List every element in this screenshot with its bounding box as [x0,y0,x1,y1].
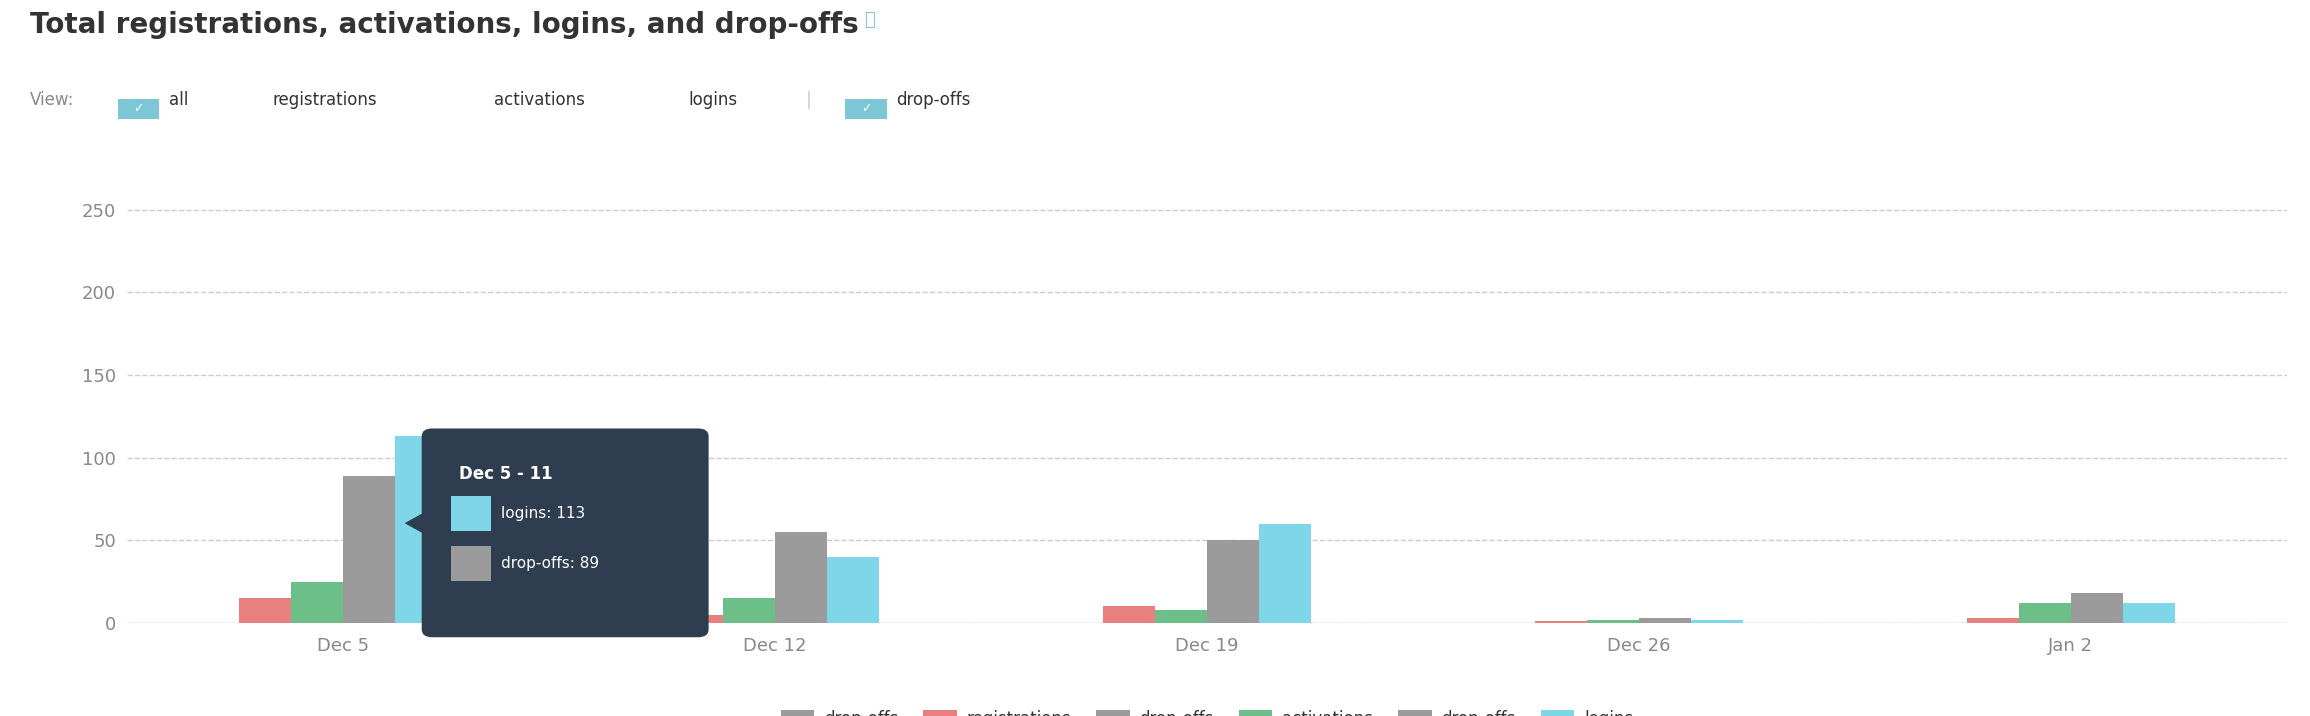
Text: ⓘ: ⓘ [864,11,875,29]
FancyBboxPatch shape [219,97,266,120]
FancyBboxPatch shape [450,496,490,531]
Bar [776,532,827,623]
Text: Dec 5 - 11: Dec 5 - 11 [460,465,552,483]
Text: ✓: ✓ [134,102,143,115]
Bar [672,614,723,623]
Bar [395,436,446,623]
Bar [1536,621,1587,623]
Text: logins: logins [688,91,737,110]
Bar [1259,524,1310,623]
Text: drop-offs: 89: drop-offs: 89 [501,556,601,571]
Text: |: | [806,91,813,110]
Text: Total registrations, activations, logins, and drop-offs: Total registrations, activations, logins… [30,11,859,39]
Text: registrations: registrations [273,91,377,110]
FancyBboxPatch shape [441,97,487,120]
Bar [2070,593,2123,623]
Legend: drop-offs, registrations, drop-offs, activations, drop-offs, logins: drop-offs, registrations, drop-offs, act… [774,703,1640,716]
Bar [827,557,878,623]
Bar [2123,603,2174,623]
FancyBboxPatch shape [450,546,490,581]
Text: View:: View: [30,91,74,110]
Text: logins: 113: logins: 113 [501,506,587,521]
Bar [1691,619,1742,623]
Bar [344,476,395,623]
Bar [2019,603,2070,623]
Bar [1104,606,1155,623]
FancyBboxPatch shape [116,97,162,120]
Text: activations: activations [494,91,584,110]
Polygon shape [404,505,437,541]
FancyBboxPatch shape [423,428,709,637]
Bar [240,598,291,623]
Bar [1587,619,1640,623]
Bar [1640,618,1691,623]
Text: all: all [169,91,187,110]
Bar [1155,610,1208,623]
FancyBboxPatch shape [843,97,889,120]
Text: ✓: ✓ [862,102,871,115]
Bar [723,598,776,623]
Bar [1208,541,1259,623]
Text: drop-offs: drop-offs [896,91,970,110]
Bar [1968,618,2019,623]
FancyBboxPatch shape [635,97,681,120]
Bar [291,581,344,623]
